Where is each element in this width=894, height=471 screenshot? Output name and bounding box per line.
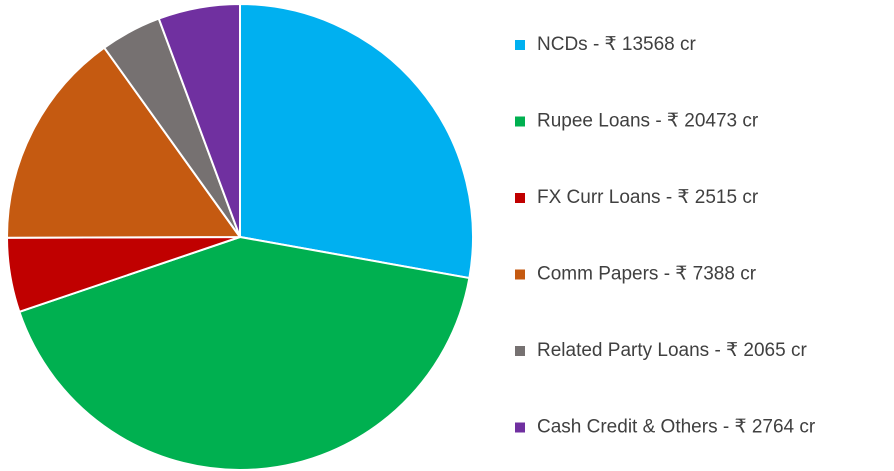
pie-slice: [18, 235, 471, 471]
legend-swatch: [515, 269, 525, 280]
legend-swatch: [515, 346, 525, 356]
legend-label: Rupee Loans - ₹ 20473 cr: [537, 111, 759, 132]
pie-slice: [239, 2, 474, 280]
legend-label: NCDs - ₹ 13568 cr: [537, 34, 697, 55]
legend-swatch: [515, 116, 525, 127]
legend-label: Related Party Loans - ₹ 2065 cr: [537, 340, 807, 361]
legend-label: Cash Credit & Others - ₹ 2764 cr: [537, 417, 816, 438]
legend-swatch: [515, 40, 525, 50]
legend-swatch: [515, 193, 525, 203]
pie-slice: [6, 46, 242, 239]
legend-swatch: [515, 422, 525, 433]
legend-label: Comm Papers - ₹ 7388 cr: [537, 264, 757, 285]
legend-label: FX Curr Loans - ₹ 2515 cr: [537, 187, 759, 208]
pie-slice: [157, 2, 241, 238]
